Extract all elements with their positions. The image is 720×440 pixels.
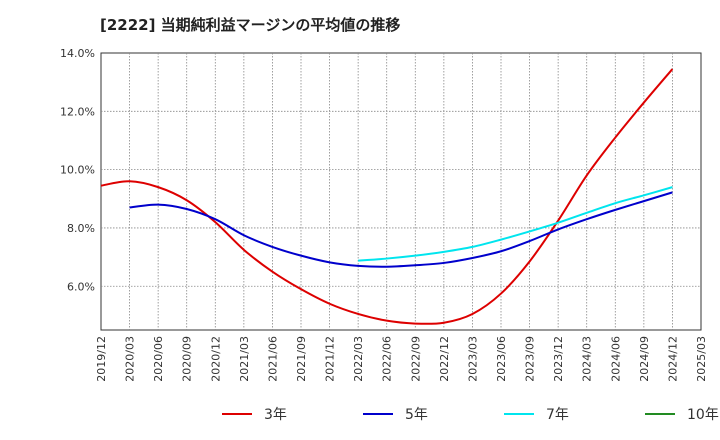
series-line-1	[100, 68, 674, 325]
y-tick-label: 8.0%	[67, 222, 95, 235]
x-tick-label: 2022/09	[409, 336, 422, 382]
x-tick-label: 2021/06	[266, 336, 279, 382]
x-tick-label: 2019/12	[95, 336, 108, 382]
x-tick-label: 2022/12	[438, 336, 451, 382]
x-tick-label: 2021/12	[324, 336, 337, 382]
y-tick-label: 12.0%	[60, 105, 95, 118]
legend-label-4: 10年	[687, 407, 719, 423]
y-tick-label: 6.0%	[67, 280, 95, 293]
legend-label-1: 3年	[264, 407, 287, 423]
plot-area	[100, 52, 702, 331]
legend-label-3: 7年	[546, 407, 569, 423]
x-tick-label: 2024/03	[581, 336, 594, 382]
x-tick-label: 2025/03	[695, 336, 708, 382]
x-tick-label: 2023/03	[466, 336, 479, 382]
x-tick-label: 2020/12	[209, 336, 222, 382]
x-tick-label: 2020/09	[181, 336, 194, 382]
x-tick-label: 2023/09	[524, 336, 537, 382]
x-tick-label: 2024/12	[666, 336, 679, 382]
x-tick-label: 2023/06	[495, 336, 508, 382]
legend-label-2: 5年	[405, 407, 428, 423]
y-tick-label: 14.0%	[60, 47, 95, 60]
x-tick-label: 2023/12	[552, 336, 565, 382]
series-line-2	[129, 191, 673, 268]
chart-title: [2222] 当期純利益マージンの平均値の推移	[100, 16, 401, 34]
x-tick-label: 2021/09	[295, 336, 308, 382]
x-tick-label: 2021/03	[238, 336, 251, 382]
y-tick-label: 10.0%	[60, 164, 95, 177]
x-tick-label: 2024/09	[638, 336, 651, 382]
x-tick-label: 2022/06	[381, 336, 394, 382]
series-line-3	[358, 186, 673, 262]
x-tick-label: 2020/03	[124, 336, 137, 382]
x-tick-label: 2020/06	[152, 336, 165, 382]
x-tick-label: 2024/06	[609, 336, 622, 382]
x-tick-label: 2022/03	[352, 336, 365, 382]
